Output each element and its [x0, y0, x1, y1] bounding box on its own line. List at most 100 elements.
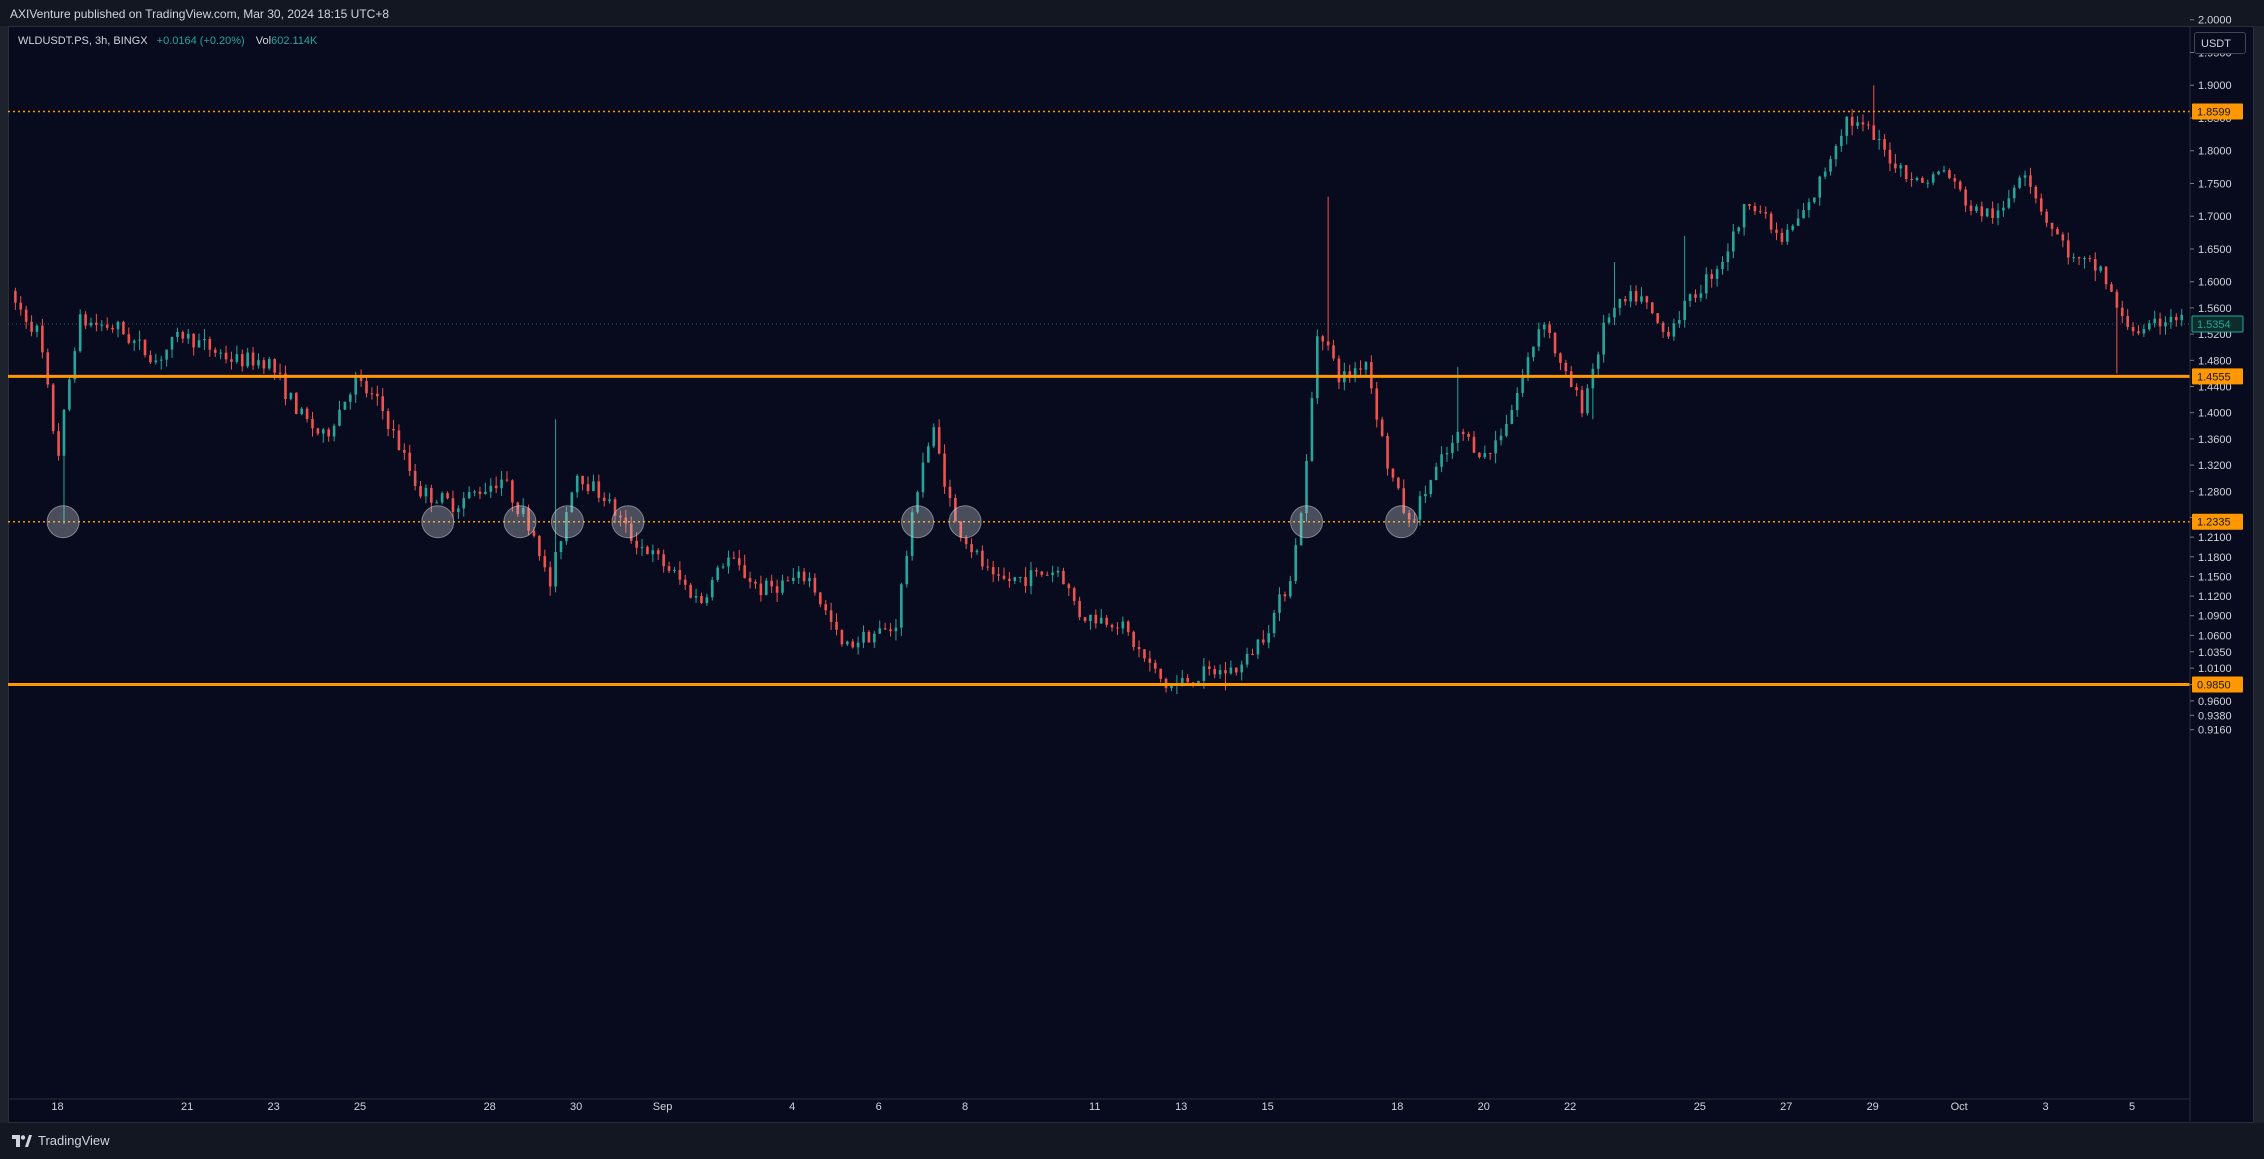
candle-up: [1521, 375, 1524, 393]
candle-up: [694, 595, 698, 598]
candle-up: [2099, 266, 2102, 271]
candle-up: [1316, 336, 1319, 399]
candle-up: [219, 352, 222, 354]
candle-down: [2137, 331, 2140, 334]
candle-up: [440, 493, 444, 503]
candle-down: [1008, 578, 1011, 582]
candle-down: [2050, 222, 2054, 229]
candle-up: [932, 427, 936, 447]
candle-up: [910, 512, 914, 556]
candle-up: [2023, 175, 2027, 178]
candle-up: [764, 580, 768, 596]
candle-up: [1856, 122, 1859, 126]
y-tick-label: 1.7500: [2198, 178, 2232, 190]
x-tick-label: 18: [1391, 1101, 1403, 1113]
candle-down: [1623, 298, 1627, 302]
candle-down: [1580, 390, 1584, 414]
candle-down: [1472, 436, 1476, 453]
currency-button[interactable]: USDT: [2194, 32, 2246, 54]
candle-down: [586, 484, 590, 492]
candle-up: [2153, 318, 2156, 324]
symbol-label[interactable]: WLDUSDT.PS, 3h, BINGX: [18, 35, 148, 47]
chart-area[interactable]: [8, 26, 2254, 1123]
candle-up: [246, 352, 249, 367]
candle-down: [1072, 588, 1076, 601]
candle-down: [1283, 594, 1287, 597]
x-tick-label: 21: [181, 1101, 193, 1113]
candle-down: [667, 566, 671, 571]
x-tick-label: 25: [1694, 1101, 1706, 1113]
candle-up: [1429, 480, 1433, 495]
candle-down: [1948, 170, 1951, 179]
candle-down: [451, 498, 455, 512]
candle-down: [954, 498, 957, 522]
candle-down: [1634, 291, 1638, 302]
candle-up: [100, 324, 104, 326]
tradingview-logo-icon: [12, 1134, 32, 1147]
y-tick-label: 1.3200: [2198, 460, 2232, 472]
candle-down: [1213, 669, 1216, 675]
candle-down: [84, 314, 87, 326]
candle-down: [1980, 206, 1984, 217]
candle-up: [197, 340, 201, 348]
candle-down: [889, 629, 892, 632]
candle-up: [1240, 664, 1243, 673]
candle-down: [1894, 163, 1897, 169]
candle-up: [300, 408, 303, 415]
candle-up: [1202, 666, 1206, 681]
candle-down: [1759, 211, 1762, 213]
candle-up: [257, 360, 260, 366]
candle-down: [1234, 667, 1238, 673]
candle-down: [2045, 211, 2048, 223]
candle-up: [1629, 291, 1632, 302]
x-tick-label: 5: [2129, 1101, 2135, 1113]
level-price-tag: [2192, 676, 2243, 693]
candle-up: [1845, 116, 1849, 136]
candle-down: [376, 393, 379, 397]
touch-marker-circle: [611, 505, 645, 539]
candle-down: [981, 550, 984, 567]
x-tick-label: 20: [1478, 1101, 1490, 1113]
candle-down: [1094, 614, 1098, 624]
candle-down: [1553, 332, 1557, 354]
candle-down: [824, 604, 828, 611]
candle-down: [1488, 453, 1492, 455]
x-tick-label: 23: [267, 1101, 279, 1113]
candle-up: [1542, 324, 1546, 330]
candle-down: [1888, 149, 1892, 164]
candle-up: [1586, 388, 1589, 414]
candle-up: [575, 475, 579, 493]
candle-down: [1002, 575, 1006, 579]
candle-up: [2180, 314, 2184, 321]
candle-up: [203, 339, 206, 341]
y-tick-label: 1.6500: [2198, 244, 2232, 256]
candle-up: [2147, 323, 2151, 330]
candle-down: [392, 428, 395, 431]
candle-up: [349, 394, 352, 402]
candle-down: [1159, 668, 1162, 679]
candle-down: [1910, 179, 1913, 181]
candle-up: [710, 579, 714, 598]
candle-down: [1867, 124, 1870, 126]
candle-down: [1359, 368, 1362, 370]
candle-down: [2029, 175, 2032, 187]
candle-up: [705, 597, 709, 604]
candle-down: [646, 546, 649, 555]
candle-down: [2126, 316, 2129, 327]
candle-up: [1818, 176, 1822, 198]
candle-down: [2061, 234, 2065, 241]
candle-down: [105, 324, 109, 328]
tradingview-brand[interactable]: TradingView: [12, 1133, 110, 1148]
candle-up: [916, 492, 919, 513]
candle-down: [516, 502, 520, 515]
candle-down: [1402, 488, 1406, 513]
candle-up: [1526, 357, 1530, 376]
candle-down: [1137, 647, 1141, 650]
candle-up: [1434, 466, 1438, 481]
candle-down: [948, 486, 952, 499]
candle-up: [1170, 685, 1173, 689]
candle-down: [1067, 584, 1071, 589]
x-tick-label: 3: [2043, 1101, 2049, 1113]
candle-down: [30, 321, 33, 332]
